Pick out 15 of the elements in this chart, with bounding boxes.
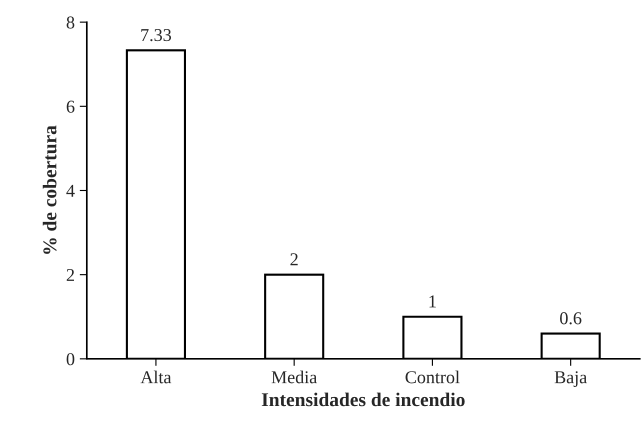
y-tick-label: 6: [66, 100, 74, 113]
x-tick-label: Media: [272, 370, 317, 384]
y-axis-title: % de cobertura: [42, 125, 57, 254]
y-tick-label: 0: [66, 353, 74, 366]
data-label: 7.33: [141, 28, 172, 42]
y-tick-label: 2: [66, 268, 74, 281]
x-tick-label: Baja: [554, 371, 587, 388]
x-axis-title: Intensidades de incendio: [262, 392, 465, 406]
x-tick-label: Control: [406, 370, 460, 384]
x-tick-label: Alta: [140, 370, 172, 384]
y-tick-label: 8: [66, 16, 74, 29]
data-label: 1: [429, 295, 436, 308]
data-label: 0.6: [560, 312, 582, 324]
y-tick-label: 4: [66, 184, 75, 197]
data-label: 2: [290, 253, 298, 266]
